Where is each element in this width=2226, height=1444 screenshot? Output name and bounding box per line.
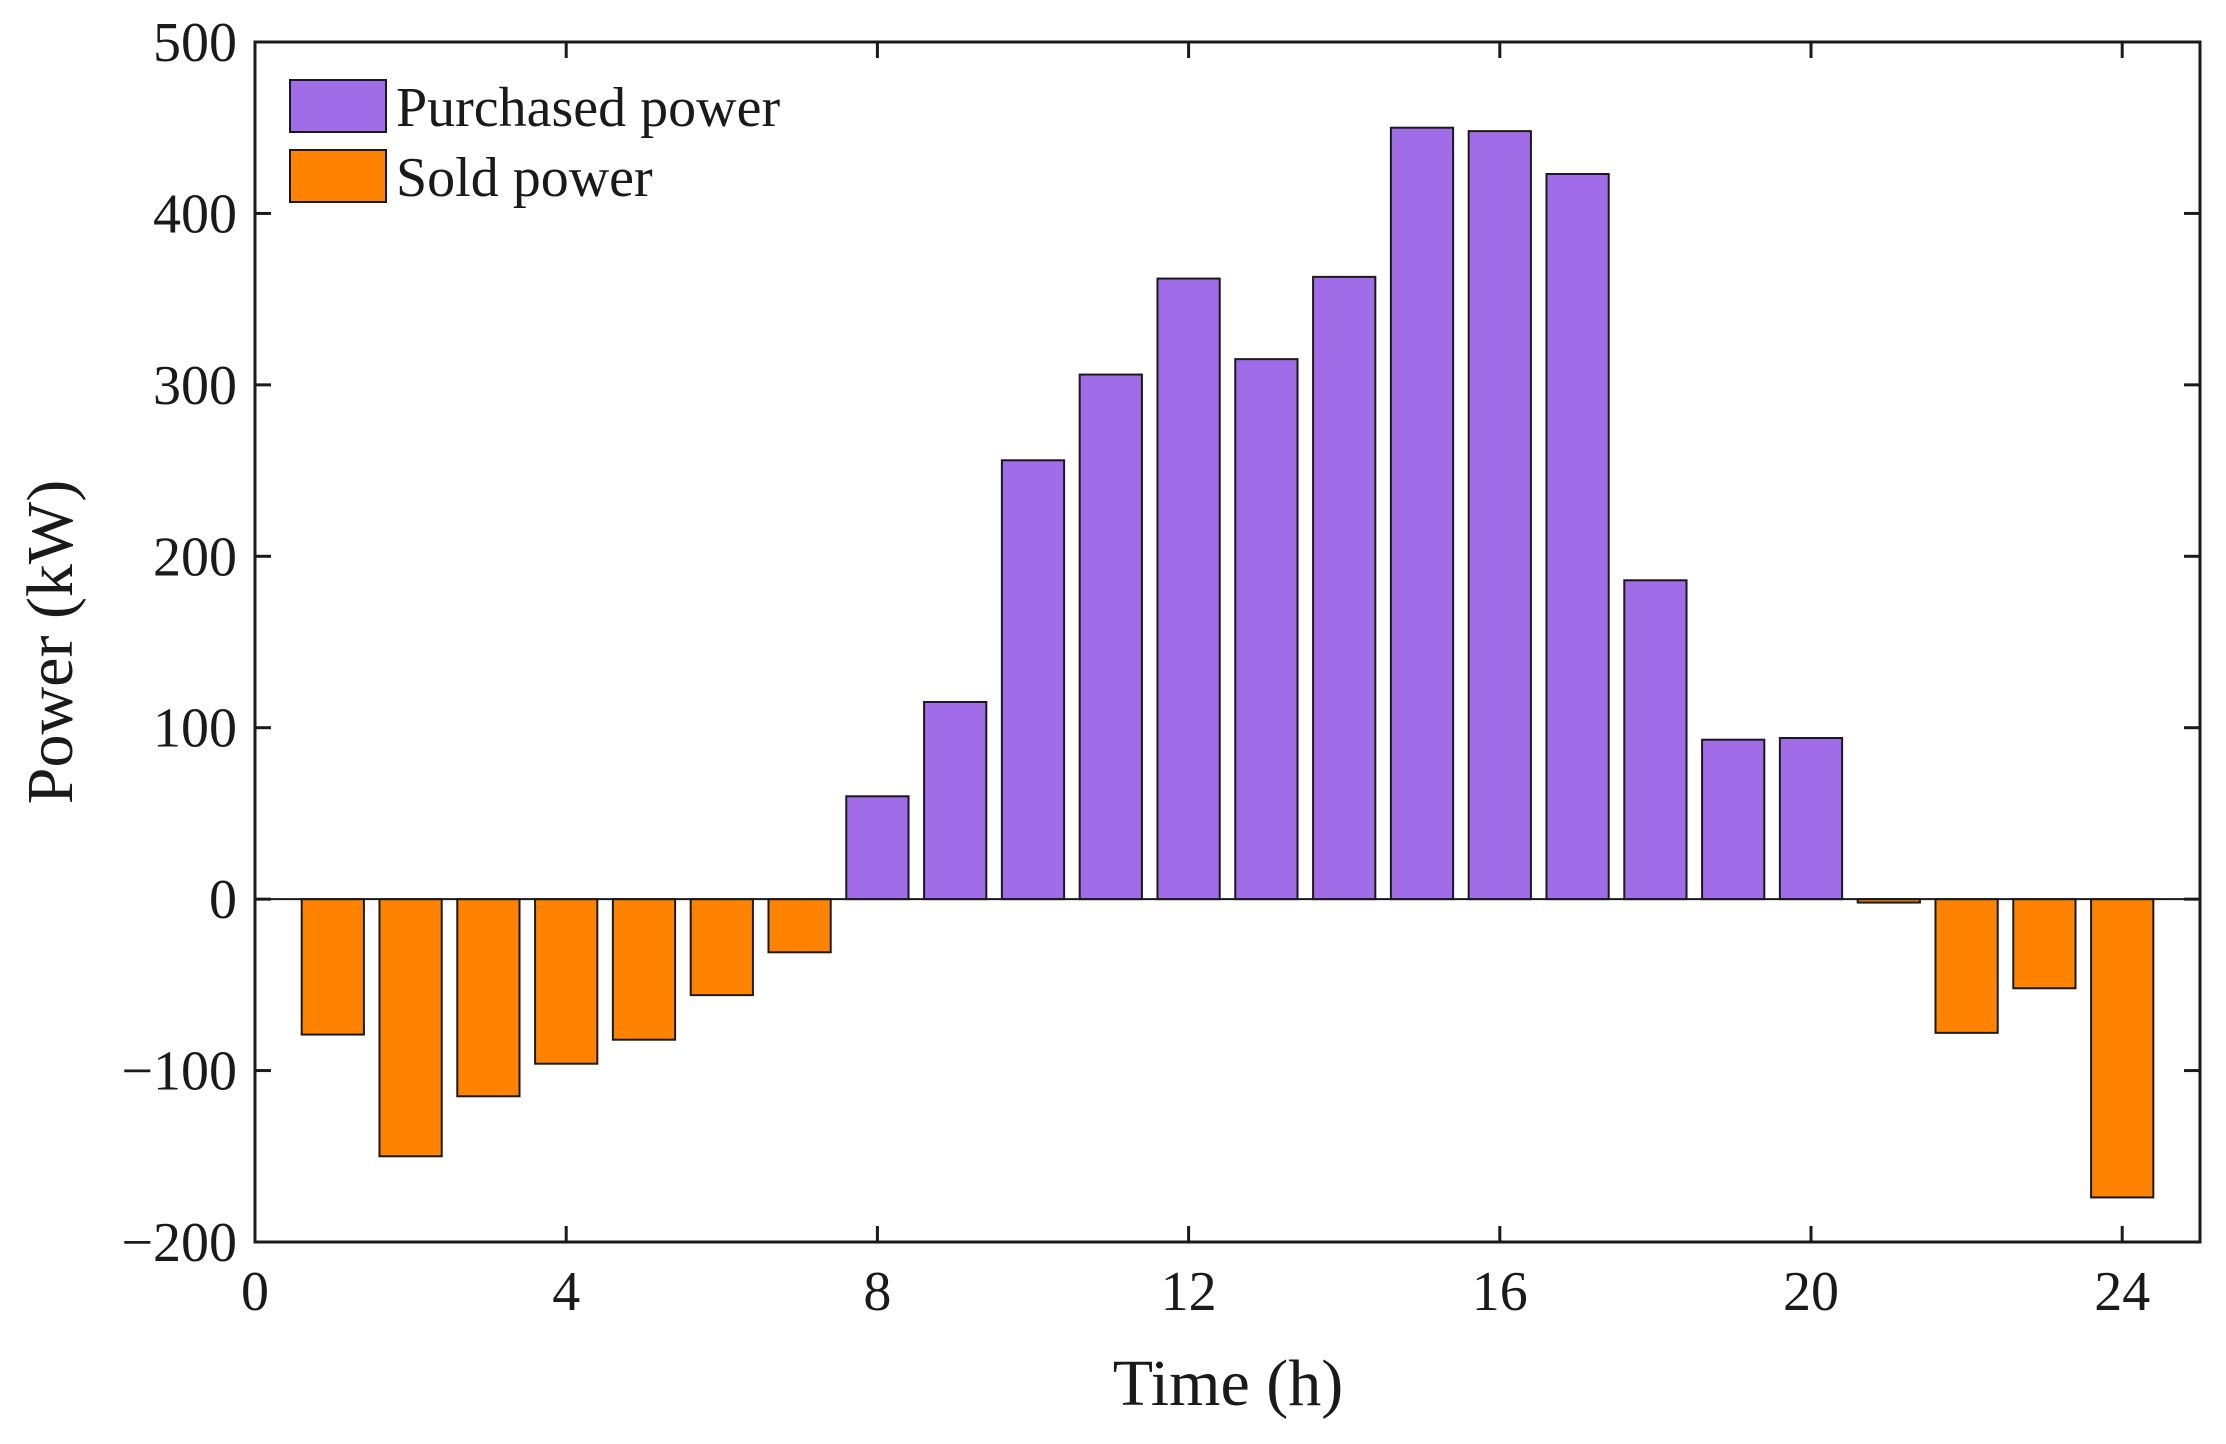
legend-label-sold: Sold power [396,147,653,209]
sold-bar-hour-7 [767,898,832,954]
x-tick-label: 4 [552,1261,580,1323]
sold-bar-hour-4 [534,898,599,1065]
legend-swatch-sold [289,149,387,203]
purchased-bar-hour-20 [1778,737,1844,901]
purchased-bar-hour-12 [1156,277,1221,901]
y-tick-label: −100 [121,1041,237,1103]
x-tick-label: 12 [1161,1261,1217,1323]
bars [300,126,2155,1199]
purchased-bar-hour-9 [923,701,988,901]
purchased-bar-hour-8 [845,795,910,901]
sold-bar-hour-5 [611,898,677,1041]
y-tick-label: 400 [153,183,237,245]
purchased-bar-hour-15 [1389,126,1455,901]
legend-swatch-purchased [289,79,387,133]
sold-bar-hour-22 [1934,898,1999,1034]
y-tick-label: 200 [153,526,237,588]
sold-bar-hour-24 [2090,898,2155,1199]
x-tick-label: 8 [863,1261,891,1323]
x-tick-label: 20 [1783,1261,1839,1323]
purchased-bar-hour-14 [1312,275,1377,901]
sold-bar-hour-2 [378,898,443,1158]
y-tick-label: 300 [153,355,237,417]
x-tick-label: 0 [241,1261,269,1323]
y-axis-title: Power (kW) [14,480,87,804]
y-tick-label: 0 [209,869,237,931]
sold-bar-hour-6 [689,898,754,997]
x-axis-ticks: 0 4 8 12 16 20 24 [241,42,2150,1323]
purchased-bar-hour-13 [1234,358,1299,901]
x-tick-label: 24 [2094,1261,2150,1323]
sold-bar-hour-23 [2012,898,2077,990]
legend-label-purchased: Purchased power [396,77,780,139]
purchased-bar-hour-18 [1623,579,1688,901]
y-axis-ticks: −200 −100 0 100 200 300 400 500 [121,12,2200,1274]
x-axis-title: Time (h) [1113,1347,1343,1420]
y-tick-label: −200 [121,1212,237,1274]
purchased-bar-hour-10 [1000,459,1066,901]
sold-bar-hour-1 [300,898,365,1036]
purchased-bar-hour-17 [1545,173,1610,901]
axes-frame [253,40,2202,1244]
purchased-bar-hour-16 [1467,130,1532,901]
y-tick-label: 100 [153,698,237,760]
legend: Purchased power Sold power [289,77,780,209]
sold-bar-hour-3 [456,898,521,1098]
purchased-bar-hour-11 [1078,373,1143,901]
x-tick-label: 16 [1472,1261,1528,1323]
purchased-bar-hour-19 [1701,738,1766,901]
y-tick-label: 500 [153,12,237,74]
